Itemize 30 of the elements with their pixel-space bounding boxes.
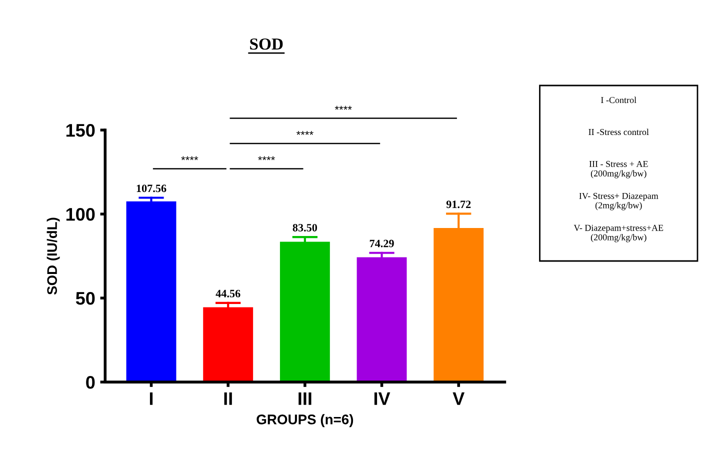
y-axis-title: SOD (IU/dL): [46, 218, 60, 295]
chart-title: SOD: [250, 38, 283, 50]
text: III - Stress + AE (200mg/kg/bw): [589, 160, 648, 178]
text: I -Control: [601, 96, 636, 104]
bar: [126, 201, 176, 382]
y-tick-label: 0: [86, 376, 95, 389]
text: V- Diazepam+stress+AE (200mg/kg/bw): [574, 224, 664, 242]
x-tick-label: I: [150, 392, 153, 405]
x-tick-label: IV: [374, 392, 390, 405]
data-label: 83.50: [292, 224, 318, 232]
text: II -Stress control: [588, 128, 649, 136]
text: IV- Stress+ Diazepam (2mg/kg/bw): [579, 192, 658, 210]
y-tick-label: 150: [66, 124, 95, 137]
bar: [203, 307, 254, 382]
data-label: 107.56: [136, 184, 166, 192]
bar: [356, 257, 407, 382]
annotation: ****: [258, 156, 275, 160]
y-tick-label: 50: [76, 292, 95, 305]
x-axis-title: GROUPS (n=6): [256, 414, 354, 428]
x-tick-label: II: [224, 392, 232, 405]
data-label: 44.56: [216, 290, 240, 298]
x-tick-label: V: [452, 392, 465, 405]
annotation: ****: [181, 156, 198, 160]
text: ****: [334, 106, 352, 110]
y-tick-label: 100: [66, 208, 95, 221]
annotation: ****: [296, 131, 314, 135]
bar: [280, 242, 330, 382]
data-label: 74.29: [370, 240, 394, 248]
x-tick-label: III: [298, 392, 312, 405]
data-label: 91.72: [446, 200, 471, 208]
